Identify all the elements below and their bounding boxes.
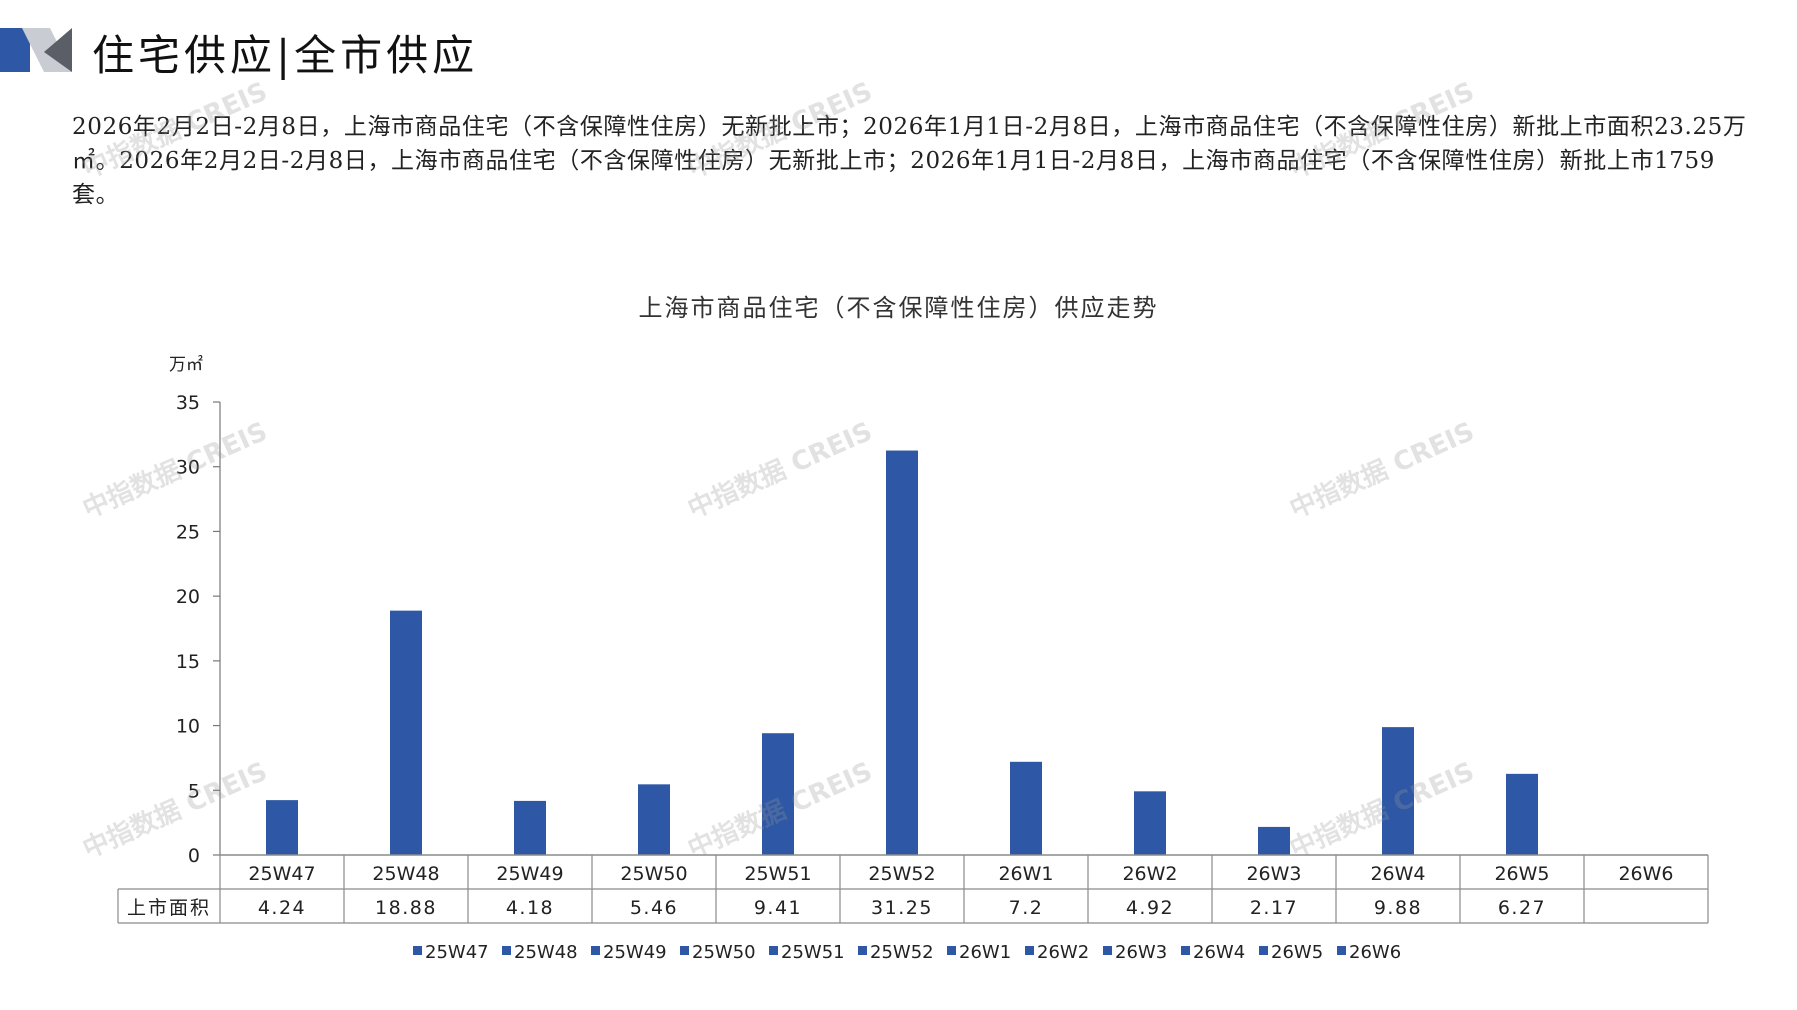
data-table-value: 2.17 (1250, 897, 1298, 919)
bar-25W52 (886, 450, 918, 855)
data-table-value: 18.88 (375, 897, 437, 919)
y-tick-label: 10 (176, 716, 200, 738)
legend-label: 26W3 (1115, 942, 1167, 963)
y-axis-unit-label: 万㎡ (169, 355, 203, 375)
x-tick-label: 26W4 (1370, 863, 1425, 885)
legend-swatch (502, 946, 511, 955)
legend-label: 26W4 (1193, 942, 1245, 963)
legend-swatch (947, 946, 956, 955)
page-title: 住宅供应|全市供应 (92, 31, 479, 80)
data-table-value: 4.18 (506, 897, 554, 919)
x-tick-label: 25W50 (620, 863, 687, 885)
x-tick-label: 26W5 (1494, 863, 1549, 885)
bar-25W49 (514, 800, 546, 855)
y-tick-label: 30 (176, 457, 200, 479)
bar-26W5 (1506, 773, 1538, 855)
header-decoration (0, 28, 72, 72)
bar-25W48 (390, 610, 422, 855)
legend-swatch (1337, 946, 1346, 955)
legend-swatch (680, 946, 689, 955)
y-tick-label: 20 (176, 586, 200, 608)
x-tick-label: 26W3 (1246, 863, 1301, 885)
legend-label: 25W48 (514, 942, 578, 963)
legend-swatch (1103, 946, 1112, 955)
bar-26W4 (1382, 727, 1414, 855)
header-deco-dark-block (44, 28, 72, 72)
bar-25W51 (762, 733, 794, 855)
x-tick-label: 25W47 (248, 863, 315, 885)
data-table-series-name: 上市面积 (127, 897, 211, 919)
bar-26W2 (1134, 791, 1166, 855)
legend-swatch (1259, 946, 1268, 955)
data-table-value: 7.2 (1009, 897, 1044, 919)
bar-26W3 (1258, 826, 1290, 855)
x-tick-label: 25W51 (744, 863, 811, 885)
y-tick-label: 0 (188, 845, 200, 867)
legend-swatch (591, 946, 600, 955)
y-tick-label: 35 (176, 392, 200, 414)
x-tick-label: 26W2 (1122, 863, 1177, 885)
y-tick-label: 5 (188, 780, 200, 802)
bar-25W47 (266, 800, 298, 855)
bar-26W1 (1010, 761, 1042, 855)
legend-swatch (1025, 946, 1034, 955)
x-tick-label: 26W6 (1618, 863, 1673, 885)
data-table-value: 9.41 (754, 897, 802, 919)
legend-label: 26W1 (959, 942, 1011, 963)
legend-label: 25W50 (692, 942, 756, 963)
data-table-value: 4.92 (1126, 897, 1174, 919)
y-tick-label: 25 (176, 521, 200, 543)
x-tick-label: 25W48 (372, 863, 439, 885)
legend-swatch (1181, 946, 1190, 955)
legend-label: 25W47 (425, 942, 489, 963)
legend-swatch (413, 946, 422, 955)
data-table-value: 5.46 (630, 897, 678, 919)
y-tick-label: 15 (176, 651, 200, 673)
chart-title: 上海市商品住宅（不含保障性住房）供应走势 (638, 294, 1159, 322)
x-tick-label: 26W1 (998, 863, 1053, 885)
x-tick-label: 25W52 (868, 863, 935, 885)
x-tick-label: 25W49 (496, 863, 563, 885)
legend-swatch (769, 946, 778, 955)
legend-label: 26W6 (1349, 942, 1401, 963)
data-table-value: 6.27 (1498, 897, 1546, 919)
data-table-value: 9.88 (1374, 897, 1422, 919)
summary-paragraph: 2026年2月2日-2月8日，上海市商品住宅（不含保障性住房）无新批上市；202… (72, 114, 1747, 208)
data-table-value: 31.25 (871, 897, 933, 919)
legend-label: 26W5 (1271, 942, 1323, 963)
data-table-value: 4.24 (258, 897, 306, 919)
legend-label: 26W2 (1037, 942, 1089, 963)
legend-label: 25W52 (870, 942, 934, 963)
header-deco-blue-block (0, 28, 30, 72)
legend-swatch (858, 946, 867, 955)
legend-label: 25W51 (781, 942, 845, 963)
bar-25W50 (638, 784, 670, 855)
legend-label: 25W49 (603, 942, 667, 963)
